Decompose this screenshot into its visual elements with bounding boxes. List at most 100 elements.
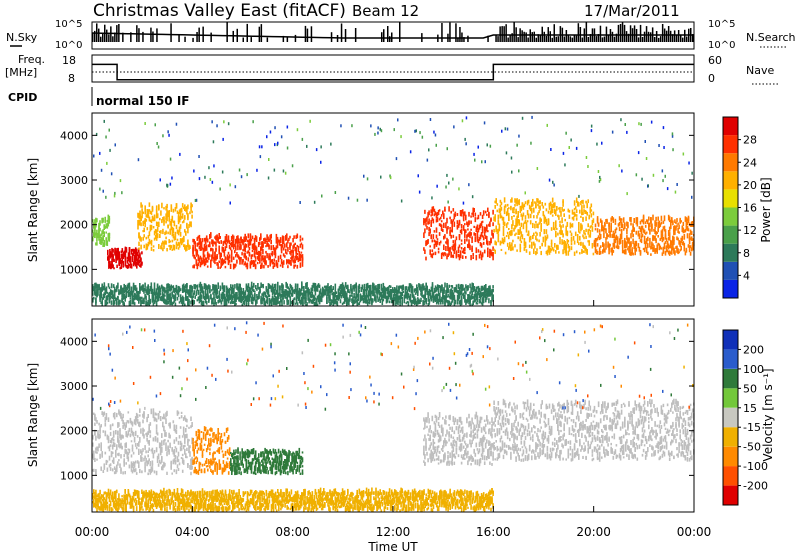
echo-cell (202, 290, 205, 294)
echo-cell (113, 412, 116, 416)
echo-cell (552, 180, 554, 184)
echo-cell (664, 231, 667, 234)
echo-cell (488, 223, 490, 227)
echo-cell (616, 236, 619, 242)
nsky-bar (629, 25, 632, 42)
echo-cell (671, 217, 673, 223)
echo-cell (273, 262, 276, 267)
echo-cell (328, 290, 330, 294)
echo-cell (144, 445, 146, 450)
echo-cell (618, 164, 620, 168)
echo-cell (131, 444, 134, 449)
echo-cell (443, 296, 445, 300)
echo-cell (596, 230, 599, 233)
echo-cell (576, 238, 579, 244)
echo-cell (501, 216, 504, 221)
echo-cell (656, 244, 658, 251)
echo-cell (482, 291, 485, 298)
echo-cell (428, 210, 430, 216)
echo-cell (285, 234, 287, 241)
echo-cell (143, 297, 145, 303)
echo-cell (571, 209, 574, 215)
echo-cell (483, 231, 486, 236)
echo-cell (203, 237, 206, 242)
echo-cell (521, 116, 524, 120)
echo-cell (553, 183, 555, 187)
echo-cell (156, 295, 159, 301)
echo-cell (489, 285, 491, 289)
echo-cell (655, 222, 657, 226)
echo-cell (175, 241, 178, 246)
echo-cell (457, 246, 460, 251)
echo-cell (638, 233, 641, 237)
echo-cell (190, 221, 192, 228)
echo-cell (148, 300, 150, 305)
echo-cell (186, 285, 188, 291)
echo-cell (421, 292, 423, 298)
echo-cell (167, 224, 169, 229)
echo-cell (529, 235, 532, 241)
echo-cell (399, 285, 401, 289)
echo-cell (383, 292, 386, 297)
echo-cell (637, 151, 640, 155)
echo-cell (126, 259, 129, 264)
echo-cell (129, 291, 132, 294)
echo-cell (139, 219, 141, 226)
echo-cell (92, 229, 94, 233)
echo-cell (578, 222, 580, 227)
echo-cell (638, 226, 641, 229)
echo-cell (520, 231, 523, 237)
echo-cell (134, 255, 137, 261)
echo-cell (429, 294, 432, 300)
echo-cell (114, 250, 116, 255)
echo-cell (672, 243, 674, 246)
echo-cell (184, 244, 186, 250)
echo-cell (425, 240, 427, 244)
echo-cell (382, 293, 385, 299)
echo-cell (357, 288, 360, 292)
echo-cell (275, 302, 278, 306)
echo-cell (519, 243, 522, 249)
echo-cell (435, 241, 438, 246)
echo-cell (313, 301, 316, 306)
echo-cell (150, 282, 153, 289)
echo-cell (200, 257, 203, 263)
echo-cell (509, 231, 511, 235)
echo-cell (551, 204, 554, 209)
echo-cell (485, 288, 487, 291)
echo-cell (155, 418, 158, 423)
echo-cell (185, 284, 187, 288)
echo-cell (536, 238, 538, 242)
echo-cell (125, 249, 128, 253)
echo-cell (206, 251, 209, 256)
echo-cell (276, 244, 279, 249)
echo-cell (691, 171, 693, 175)
echo-cell (529, 220, 532, 225)
echo-cell (331, 299, 333, 304)
echo-cell (174, 231, 177, 236)
echo-cell (229, 243, 232, 246)
echo-cell (327, 283, 329, 289)
echo-cell (191, 204, 193, 208)
echo-cell (282, 289, 284, 295)
echo-cell (557, 246, 559, 250)
echo-cell (195, 285, 198, 288)
echo-cell (225, 290, 228, 293)
echo-cell (512, 220, 514, 226)
nsky-bar (595, 36, 598, 42)
nsky-bar (282, 35, 285, 42)
echo-cell (120, 469, 122, 474)
echo-cell (635, 230, 638, 235)
echo-cell (612, 217, 615, 223)
echo-cell (481, 292, 484, 297)
echo-cell (515, 232, 517, 235)
echo-cell (562, 224, 564, 228)
echo-cell (124, 471, 126, 475)
echo-cell (232, 243, 235, 250)
echo-cell (161, 246, 163, 250)
echo-cell (470, 228, 472, 231)
echo-cell (140, 244, 142, 250)
echo-cell (157, 289, 160, 296)
echo-cell (472, 283, 474, 289)
echo-cell (430, 286, 433, 292)
